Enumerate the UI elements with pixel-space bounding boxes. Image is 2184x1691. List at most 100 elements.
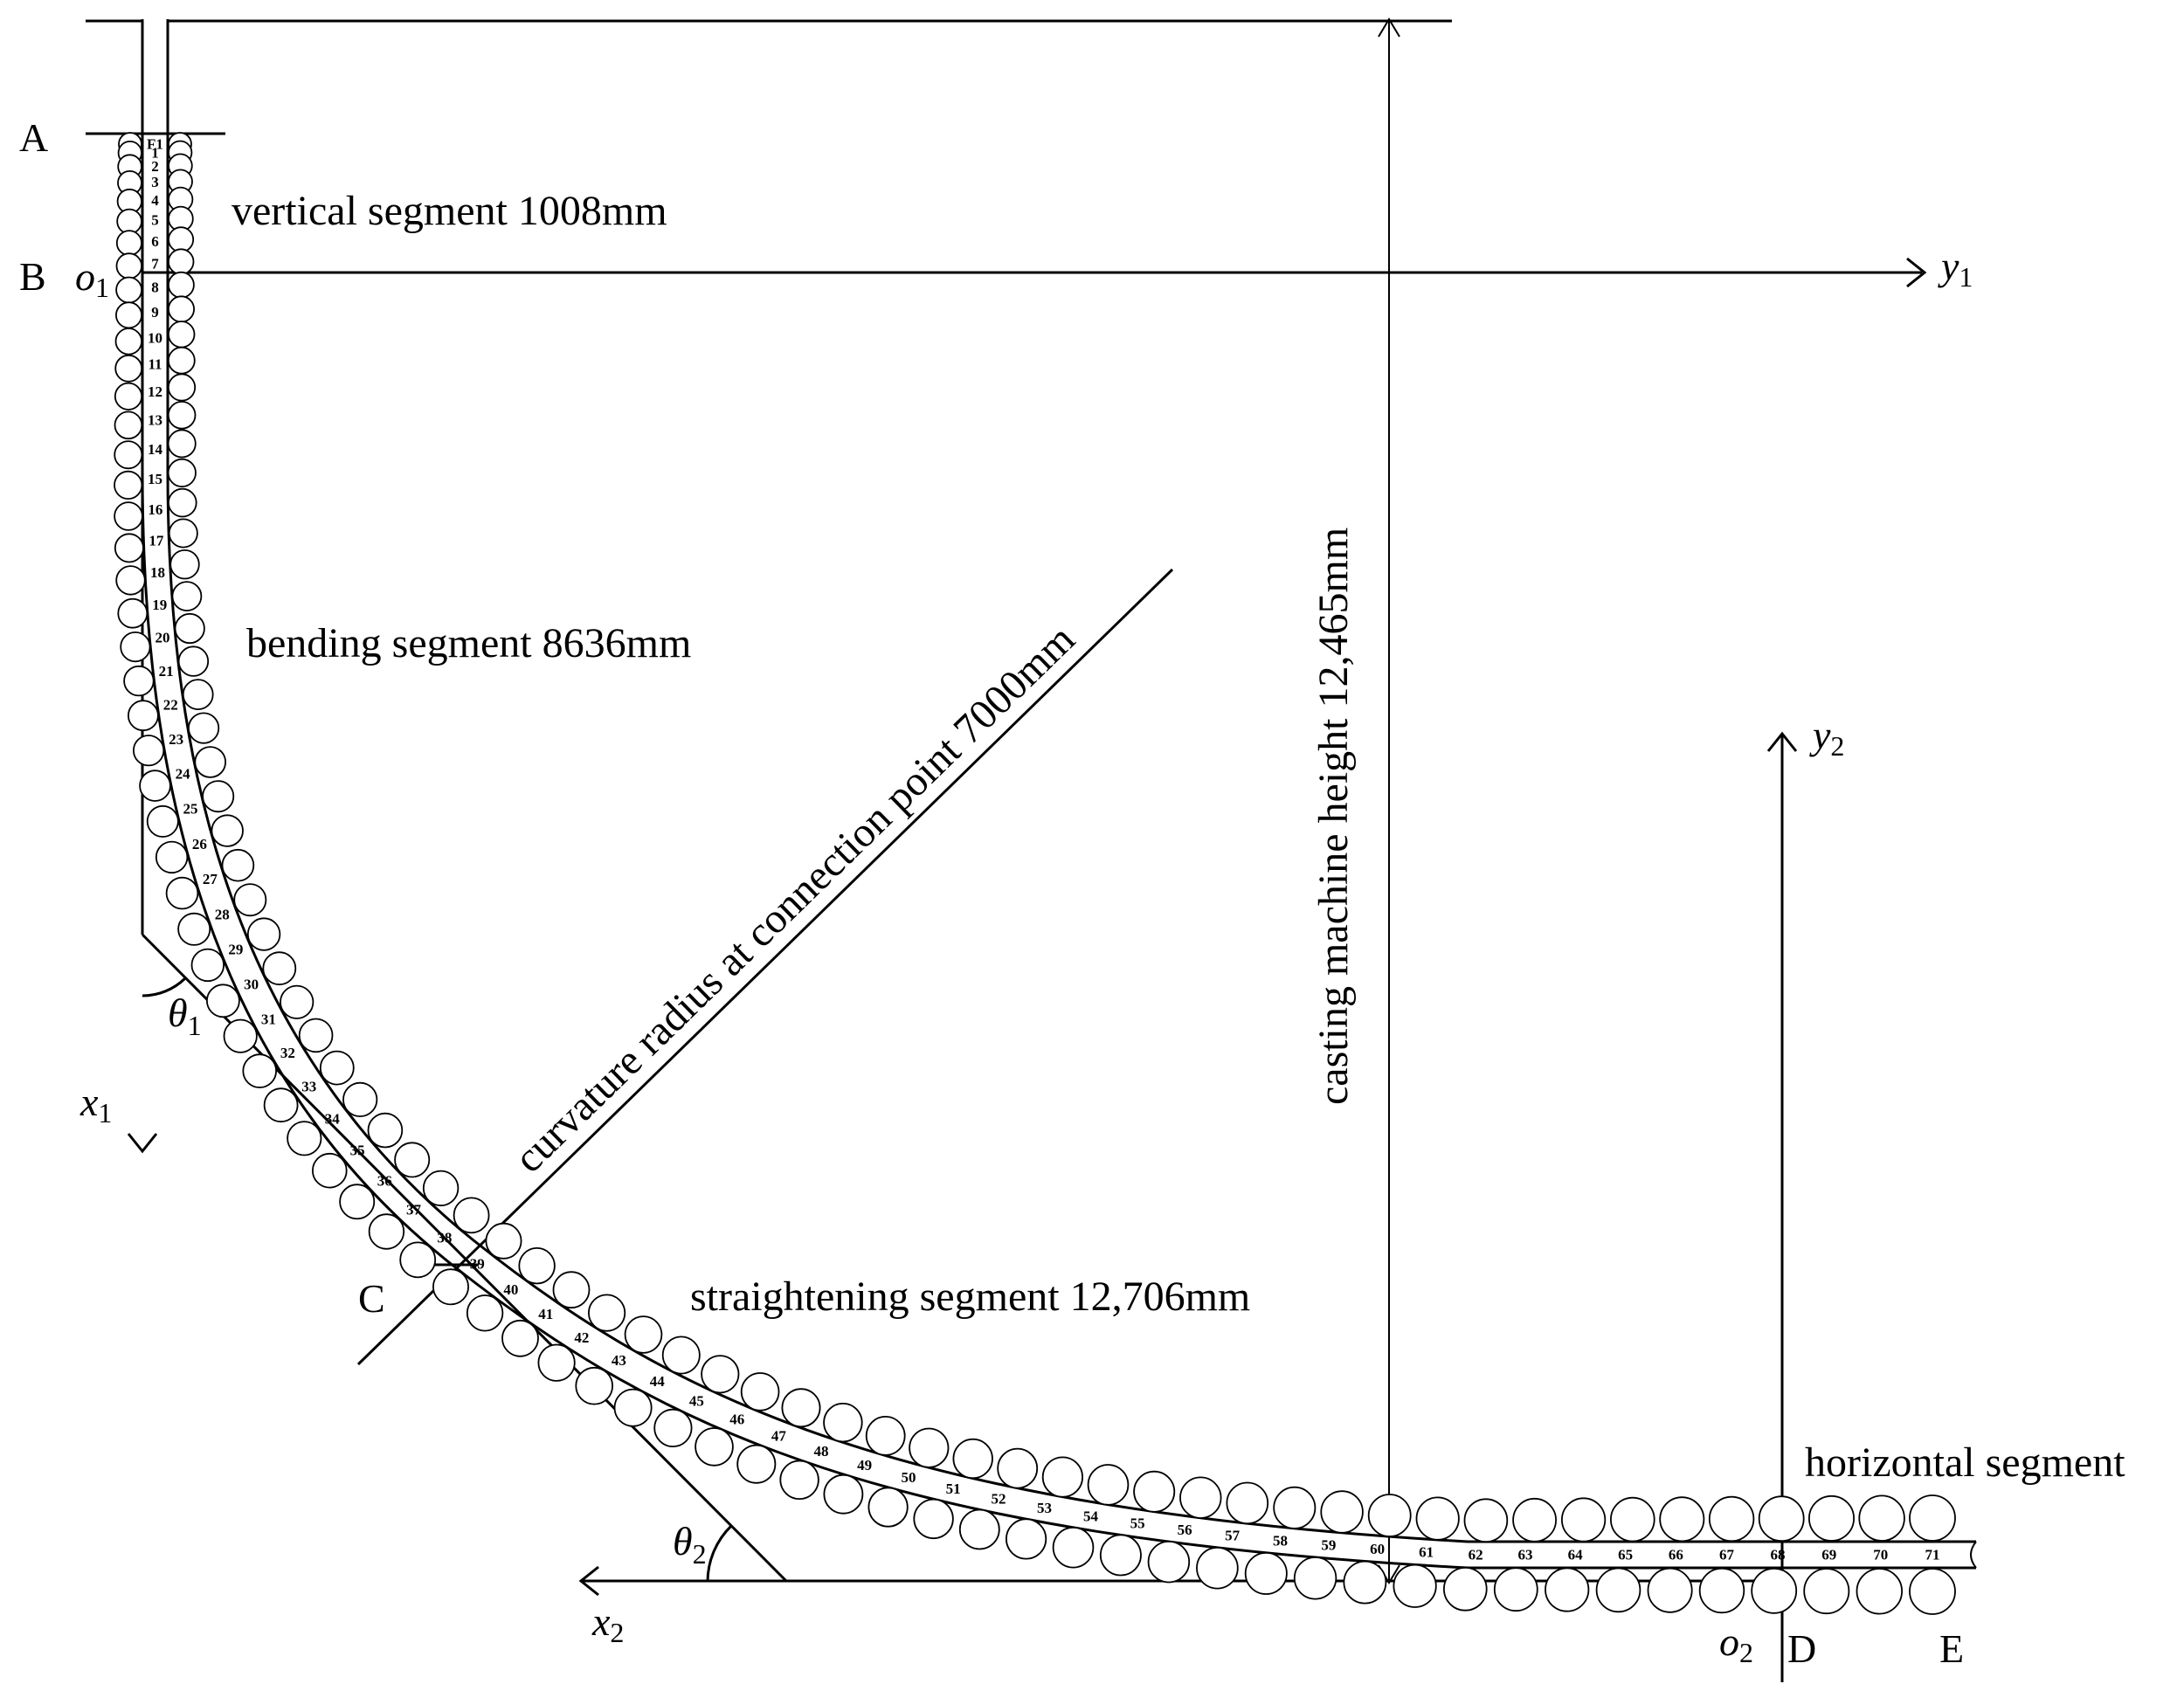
roller-number-27: 27 bbox=[203, 871, 218, 887]
roller-outer-51 bbox=[952, 1438, 993, 1480]
x1-arrowhead bbox=[127, 1133, 158, 1154]
roller-inner-33 bbox=[263, 1087, 299, 1123]
roller-outer-42 bbox=[587, 1294, 626, 1332]
roller-inner-6 bbox=[115, 230, 142, 257]
roller-outer-52 bbox=[997, 1447, 1039, 1489]
roller-inner-17 bbox=[114, 533, 144, 563]
roller-outer-50 bbox=[909, 1427, 950, 1468]
roller-inner-51 bbox=[913, 1498, 954, 1540]
roller-inner-39 bbox=[432, 1268, 469, 1306]
roller-number-38: 38 bbox=[437, 1229, 452, 1246]
roller-outer-32 bbox=[298, 1018, 334, 1053]
roller-number-28: 28 bbox=[215, 907, 230, 923]
roller-inner-67 bbox=[1698, 1567, 1745, 1614]
x2-arrowhead bbox=[578, 1565, 599, 1597]
roller-inner-69 bbox=[1803, 1568, 1850, 1615]
roller-number-24: 24 bbox=[176, 766, 191, 783]
roller-number-2: 2 bbox=[151, 158, 159, 175]
roller-number-10: 10 bbox=[148, 329, 162, 346]
roller-outer-8 bbox=[167, 271, 195, 299]
roller-outer-39 bbox=[485, 1222, 522, 1260]
roller-number-41: 41 bbox=[538, 1306, 553, 1322]
roller-inner-44 bbox=[613, 1388, 653, 1427]
roller-number-16: 16 bbox=[148, 501, 162, 518]
roller-inner-10 bbox=[114, 328, 143, 355]
casting-height-arrow-top bbox=[1378, 17, 1400, 38]
roller-outer-10 bbox=[167, 321, 196, 349]
roller-inner-42 bbox=[537, 1343, 576, 1382]
roller-inner-24 bbox=[139, 770, 171, 802]
roller-inner-55 bbox=[1099, 1534, 1142, 1577]
roller-number-12: 12 bbox=[148, 383, 162, 400]
roller-outer-59 bbox=[1320, 1490, 1364, 1534]
roller-number-35: 35 bbox=[350, 1142, 365, 1159]
roller-outer-11 bbox=[167, 346, 196, 375]
roller-number-69: 69 bbox=[1821, 1547, 1836, 1563]
y1-label: y1 bbox=[1938, 244, 1973, 293]
roller-inner-11 bbox=[114, 354, 143, 383]
roller-inner-35 bbox=[311, 1152, 348, 1189]
roller-inner-21 bbox=[123, 665, 155, 697]
roller-number-1: 1 bbox=[151, 144, 159, 161]
curvature-radius-label: curvature radius at connection point 700… bbox=[506, 616, 1084, 1182]
roller-number-F1: F1 bbox=[147, 136, 163, 153]
roller-number-56: 56 bbox=[1178, 1522, 1192, 1538]
roller-number-21: 21 bbox=[159, 663, 174, 680]
point-C-label: C bbox=[358, 1276, 385, 1321]
roller-inner-64 bbox=[1545, 1567, 1590, 1612]
point-D-label: D bbox=[1787, 1626, 1816, 1671]
roller-inner-56 bbox=[1147, 1540, 1191, 1584]
o2-label: o2 bbox=[1719, 1619, 1753, 1668]
roller-number-52: 52 bbox=[992, 1491, 1006, 1508]
roller-outer-40 bbox=[518, 1246, 556, 1285]
theta1-label: θ1 bbox=[168, 990, 202, 1041]
roller-number-4: 4 bbox=[151, 192, 159, 209]
roller-outer-33 bbox=[319, 1050, 355, 1086]
roller-number-53: 53 bbox=[1037, 1500, 1052, 1516]
roller-outer-19 bbox=[171, 581, 203, 611]
x1-label: x1 bbox=[79, 1080, 112, 1128]
roller-inner-61 bbox=[1393, 1563, 1437, 1608]
roller-outer-37 bbox=[422, 1170, 460, 1207]
roller-number-26: 26 bbox=[192, 836, 207, 852]
roller-outer-41 bbox=[552, 1271, 591, 1309]
strand-outer-edge bbox=[166, 144, 1976, 1543]
roller-inner-63 bbox=[1493, 1567, 1538, 1612]
roller-outer-53 bbox=[1041, 1456, 1084, 1498]
roller-number-55: 55 bbox=[1130, 1515, 1145, 1532]
roller-inner-34 bbox=[287, 1121, 322, 1156]
roller-number-50: 50 bbox=[902, 1469, 916, 1486]
roller-number-8: 8 bbox=[151, 280, 159, 296]
roller-inner-28 bbox=[177, 912, 211, 946]
roller-number-11: 11 bbox=[148, 356, 162, 373]
roller-inner-12 bbox=[114, 382, 143, 411]
roller-number-51: 51 bbox=[946, 1480, 961, 1497]
x2-label: x2 bbox=[591, 1599, 624, 1648]
roller-number-31: 31 bbox=[261, 1011, 276, 1027]
roller-number-48: 48 bbox=[814, 1443, 829, 1460]
roller-outer-22 bbox=[182, 679, 214, 710]
vertical-segment-label: vertical segment 1008mm bbox=[232, 188, 667, 234]
roller-outer-16 bbox=[168, 487, 197, 518]
roller-number-60: 60 bbox=[1370, 1541, 1385, 1557]
roller-outer-44 bbox=[661, 1336, 701, 1375]
roller-inner-15 bbox=[114, 470, 143, 500]
roller-number-39: 39 bbox=[470, 1256, 485, 1273]
roller-number-42: 42 bbox=[574, 1329, 589, 1346]
roller-outer-7 bbox=[167, 248, 195, 275]
roller-inner-31 bbox=[223, 1018, 258, 1053]
roller-inner-45 bbox=[653, 1408, 693, 1448]
roller-outer-67 bbox=[1708, 1495, 1755, 1543]
roller-number-47: 47 bbox=[771, 1428, 787, 1445]
roller-number-19: 19 bbox=[152, 597, 167, 613]
roller-inner-57 bbox=[1196, 1546, 1239, 1590]
roller-inner-58 bbox=[1244, 1551, 1288, 1595]
roller-number-67: 67 bbox=[1719, 1547, 1735, 1563]
roller-outer-48 bbox=[823, 1402, 863, 1443]
roller-number-57: 57 bbox=[1225, 1528, 1241, 1544]
roller-inner-50 bbox=[867, 1487, 909, 1528]
roller-outer-14 bbox=[167, 429, 197, 459]
roller-number-68: 68 bbox=[1771, 1547, 1786, 1563]
roller-inner-18 bbox=[115, 565, 146, 596]
